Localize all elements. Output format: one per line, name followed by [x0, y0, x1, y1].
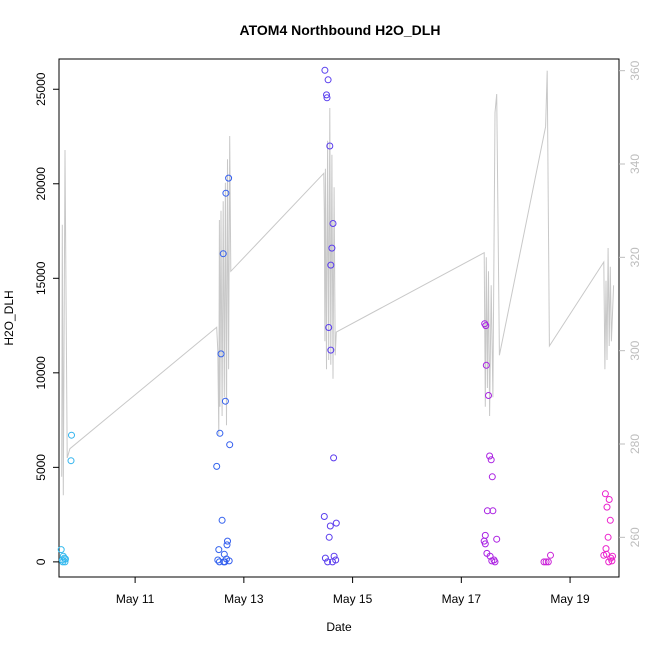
- right-tick-label: 320: [628, 247, 642, 267]
- data-point: [605, 496, 613, 503]
- data-point: [603, 550, 610, 558]
- data-point: [329, 220, 337, 227]
- data-point: [223, 541, 231, 549]
- x-tick-label: May 19: [550, 592, 590, 606]
- y-tick-label: 0: [34, 558, 48, 565]
- right-tick-label: 300: [628, 340, 642, 360]
- x-tick-label: May 13: [224, 592, 264, 606]
- data-point: [221, 558, 229, 566]
- data-point: [547, 551, 554, 559]
- data-point: [606, 516, 614, 524]
- data-point: [489, 507, 497, 515]
- data-point: [323, 94, 331, 102]
- data-point: [217, 350, 225, 358]
- plot-frame: [58, 58, 620, 578]
- data-point: [61, 558, 69, 566]
- data-point: [481, 531, 489, 539]
- y-tick-label: 20000: [34, 167, 48, 201]
- data-point: [488, 473, 496, 481]
- right-tick-label: 260: [628, 527, 642, 547]
- data-point: [215, 558, 223, 566]
- data-point: [609, 552, 616, 560]
- data-point: [224, 537, 231, 545]
- data-point: [324, 558, 332, 566]
- data-point: [540, 558, 548, 566]
- data-point: [482, 361, 490, 369]
- data-point: [329, 558, 336, 566]
- data-point: [325, 533, 333, 541]
- data-point: [330, 454, 338, 462]
- data-point: [327, 346, 335, 354]
- data-point: [487, 456, 495, 464]
- points-layer: [57, 66, 616, 566]
- data-point: [485, 392, 492, 399]
- x-tick-label: May 17: [442, 592, 482, 606]
- data-point: [325, 324, 333, 331]
- data-point: [226, 441, 234, 449]
- data-point: [488, 557, 496, 565]
- data-point: [225, 174, 233, 182]
- data-point: [67, 457, 75, 465]
- data-point: [57, 546, 65, 554]
- temperature-series-line: [61, 70, 615, 496]
- data-point: [68, 431, 75, 439]
- temperature-line-layer: [61, 70, 615, 496]
- y-tick-label: 15000: [34, 261, 48, 295]
- right-y-axis: 260 280 300 320 340 360: [619, 60, 642, 547]
- y-tick-label: 25000: [34, 72, 48, 106]
- data-point: [323, 91, 330, 99]
- x-axis: May 11 May 13 May 15 May 17 May 19: [116, 577, 590, 606]
- data-point: [482, 322, 490, 330]
- x-tick-label: May 15: [333, 592, 373, 606]
- data-point: [219, 250, 227, 258]
- data-point: [544, 558, 552, 566]
- data-point: [321, 66, 329, 74]
- data-point: [605, 558, 613, 566]
- y-axis: 0 5000 10000 15000 20000 25000: [34, 72, 59, 565]
- data-point: [327, 261, 335, 269]
- data-point: [218, 516, 226, 524]
- data-point: [220, 550, 228, 558]
- data-point: [603, 503, 611, 511]
- data-point: [481, 540, 489, 548]
- data-point: [215, 546, 223, 554]
- data-point: [321, 554, 329, 562]
- data-point: [604, 533, 612, 541]
- data-point: [486, 552, 494, 560]
- data-point: [486, 452, 494, 460]
- data-point: [332, 519, 340, 527]
- y-axis-label: H2O_DLH: [2, 290, 16, 345]
- data-point: [62, 555, 69, 563]
- data-point: [542, 558, 550, 566]
- data-point: [225, 557, 233, 565]
- x-tick-label: May 11: [116, 592, 155, 606]
- data-point: [328, 244, 336, 252]
- data-point: [222, 189, 230, 197]
- y-tick-label: 10000: [34, 356, 48, 390]
- data-point: [213, 462, 221, 470]
- right-tick-label: 280: [628, 434, 642, 454]
- data-point: [491, 558, 499, 566]
- right-tick-label: 360: [628, 60, 642, 80]
- data-point: [216, 429, 224, 437]
- right-tick-label: 340: [628, 154, 642, 174]
- y-tick-label: 5000: [34, 454, 48, 481]
- chart-title: ATOM4 Northbound H2O_DLH: [240, 22, 441, 38]
- data-point: [326, 522, 334, 530]
- data-point: [320, 513, 328, 520]
- data-point: [324, 76, 332, 84]
- data-point: [60, 554, 68, 562]
- data-point: [493, 535, 501, 543]
- data-point: [601, 490, 609, 498]
- x-axis-label: Date: [326, 620, 352, 634]
- data-point: [221, 397, 229, 405]
- data-point: [608, 557, 616, 565]
- data-point: [326, 142, 334, 150]
